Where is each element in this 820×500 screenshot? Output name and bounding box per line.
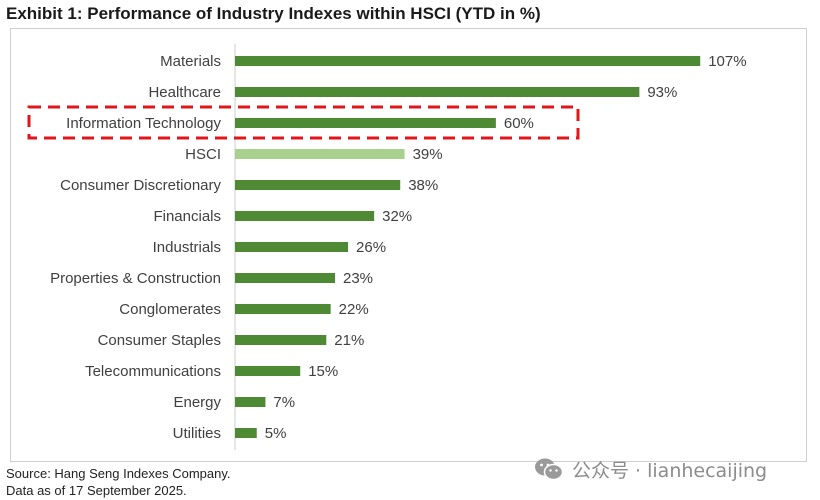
category-label: Financials [153,208,221,225]
category-label: Properties & Construction [50,270,221,287]
value-label: 60% [504,115,534,132]
bar [235,335,327,345]
bar [235,428,257,438]
bar [235,397,266,407]
bar [235,211,375,221]
value-label: 23% [343,270,373,287]
category-label: Consumer Staples [98,332,221,349]
watermark-text: 公众号 · lianhecaijing [572,459,768,482]
value-label: 7% [273,394,295,411]
bar [235,273,335,283]
value-label: 93% [647,84,677,101]
value-label: 32% [382,208,412,225]
category-label: Information Technology [66,115,221,132]
category-label: Conglomerates [119,301,221,318]
category-label: Telecommunications [85,363,221,380]
value-label: 5% [265,425,287,442]
value-label: 39% [413,146,443,163]
chart-frame [10,28,807,462]
category-label: HSCI [185,146,221,163]
category-label: Materials [160,53,221,70]
value-label: 22% [339,301,369,318]
value-label: 21% [334,332,364,349]
date-note: Data as of 17 September 2025. [6,483,187,498]
highlight-box [27,105,580,140]
bar [235,366,301,376]
watermark: 公众号 · lianhecaijing [534,456,767,482]
chart-title: Exhibit 1: Performance of Industry Index… [6,4,541,23]
bar [235,242,349,252]
benchmark-bar [235,149,405,159]
category-label: Energy [173,394,221,411]
category-label: Consumer Discretionary [60,177,221,194]
category-label: Healthcare [148,84,221,101]
value-label: 26% [356,239,386,256]
wechat-icon [535,458,564,481]
bar [235,87,640,97]
category-label: Industrials [153,239,221,256]
value-label: 15% [308,363,338,380]
bar [235,56,701,66]
bar [235,180,401,190]
value-label: 38% [408,177,438,194]
source-note: Source: Hang Seng Indexes Company. [6,466,231,481]
bar [235,118,496,128]
category-label: Utilities [173,425,221,442]
value-label: 107% [708,53,746,70]
bar [235,304,331,314]
